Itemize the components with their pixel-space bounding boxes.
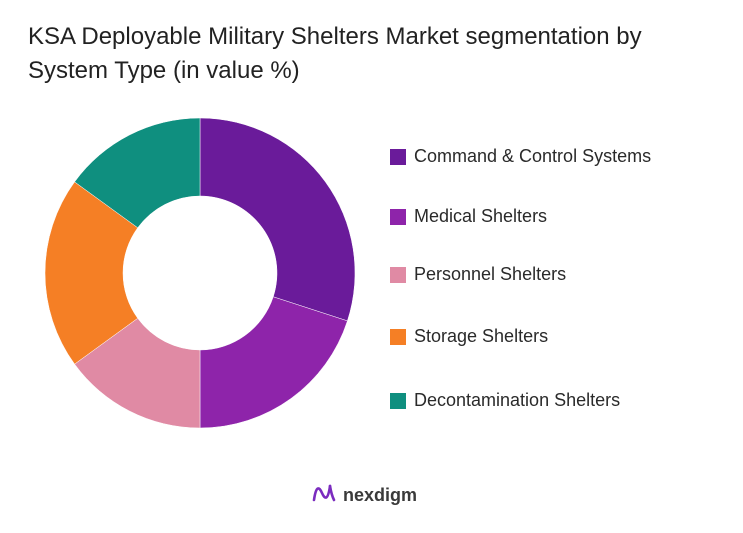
legend-label: Decontamination Shelters xyxy=(414,390,621,410)
legend-item: Medical Shelters xyxy=(390,206,547,227)
chart-title: KSA Deployable Military Shelters Market … xyxy=(28,23,642,84)
brand-logo: nexdigm xyxy=(311,482,417,509)
legend-item: Command & Control Systems xyxy=(390,146,651,167)
legend-item: Storage Shelters xyxy=(390,326,548,347)
legend-label: Command & Control Systems xyxy=(414,146,652,166)
legend-swatch xyxy=(390,266,406,283)
donut-slice xyxy=(44,181,139,365)
legend-label: Storage Shelters xyxy=(414,326,549,346)
donut-slice xyxy=(199,117,356,322)
legend-label: Medical Shelters xyxy=(414,206,548,226)
donut-slice xyxy=(74,317,201,429)
legend-label: Personnel Shelters xyxy=(414,264,567,284)
legend-swatch xyxy=(390,148,406,165)
legend-item: Personnel Shelters xyxy=(390,264,566,285)
nexdigm-logo-icon xyxy=(311,482,337,509)
legend-swatch xyxy=(390,208,406,225)
donut-slice xyxy=(199,296,348,429)
legend-swatch xyxy=(390,392,406,409)
brand-name: nexdigm xyxy=(343,485,418,505)
legend-swatch xyxy=(390,328,406,345)
donut-slice xyxy=(74,117,201,229)
legend-item: Decontamination Shelters xyxy=(390,390,620,411)
